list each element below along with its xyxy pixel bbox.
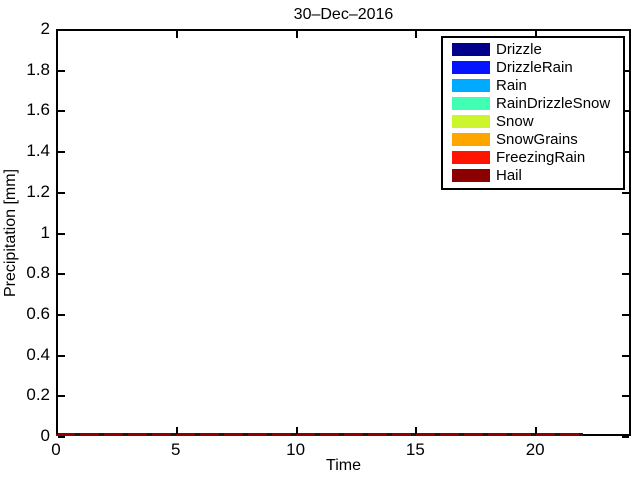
y-tick-mark — [622, 191, 629, 194]
y-tick-label: 1 — [40, 222, 50, 242]
x-tick-mark — [535, 31, 538, 38]
y-tick-mark — [622, 273, 629, 276]
legend-label: FreezingRain — [496, 148, 586, 166]
y-tick-mark — [58, 69, 65, 72]
y-tick-mark — [622, 436, 629, 438]
legend-color-swatch — [452, 79, 490, 93]
y-tick-mark — [622, 29, 629, 31]
x-tick-mark — [415, 31, 418, 38]
y-tick-label: 1.6 — [26, 100, 50, 120]
legend-color-swatch — [452, 61, 490, 75]
legend-label: DrizzleRain — [496, 59, 573, 77]
y-tick-mark — [622, 69, 629, 72]
y-tick-label: 0 — [40, 426, 50, 445]
x-tick-label: 0 — [51, 440, 61, 459]
y-tick-mark — [622, 313, 629, 316]
y-tick-mark — [622, 354, 629, 357]
zero-precipitation-line — [56, 433, 583, 436]
x-tick-mark — [295, 427, 298, 434]
legend-label: Rain — [496, 77, 527, 95]
legend-label: Drizzle — [496, 41, 542, 59]
legend-item: DrizzleRain — [452, 59, 619, 77]
legend-item: Rain — [452, 77, 619, 95]
y-tick-mark — [58, 395, 65, 398]
x-tick-mark — [175, 427, 178, 434]
y-tick-mark — [58, 151, 65, 154]
y-tick-label: 0.2 — [26, 385, 50, 405]
chart-title: 30–Dec–2016 — [293, 6, 394, 23]
x-tick-label: 20 — [525, 440, 545, 459]
x-tick-label: 5 — [171, 440, 181, 459]
y-tick-mark — [58, 191, 65, 194]
y-tick-mark — [58, 232, 65, 235]
y-tick-label: 1.8 — [26, 59, 50, 79]
legend-label: Hail — [496, 166, 522, 184]
legend-color-swatch — [452, 168, 490, 182]
y-tick-mark — [58, 29, 65, 31]
legend-item: FreezingRain — [452, 148, 619, 166]
legend-label: RainDrizzleSnow — [496, 95, 611, 113]
legend-label: Snow — [496, 112, 534, 130]
legend-item: Hail — [452, 166, 619, 184]
x-axis-label: Time — [326, 457, 361, 474]
y-tick-mark — [58, 110, 65, 113]
x-tick-label: 10 — [286, 440, 306, 459]
y-tick-mark — [622, 110, 629, 113]
y-tick-mark — [622, 395, 629, 398]
y-tick-mark — [58, 436, 65, 438]
legend-item: RainDrizzleSnow — [452, 95, 619, 113]
legend-color-swatch — [452, 43, 490, 57]
legend-color-swatch — [452, 132, 490, 146]
x-tick-label: 15 — [405, 440, 425, 459]
legend-label: SnowGrains — [496, 130, 578, 148]
y-tick-mark — [58, 313, 65, 316]
legend: Drizzle DrizzleRain Rain RainDrizzleSnow Sno… — [441, 36, 625, 190]
legend-color-swatch — [452, 97, 490, 111]
x-tick-mark — [295, 31, 298, 38]
y-tick-label: 1.4 — [26, 141, 50, 161]
legend-item: Snow — [452, 113, 619, 131]
x-tick-mark — [56, 427, 58, 434]
legend-color-swatch — [452, 150, 490, 164]
x-tick-mark — [415, 427, 418, 434]
x-tick-mark — [56, 31, 58, 38]
legend-item: SnowGrains — [452, 130, 619, 148]
y-tick-mark — [58, 273, 65, 276]
y-tick-label: 0.6 — [26, 303, 50, 323]
y-tick-label: 0.4 — [26, 344, 50, 364]
legend-item: Drizzle — [452, 41, 619, 59]
y-tick-label: 0.8 — [26, 263, 50, 283]
y-tick-mark — [622, 151, 629, 154]
y-tick-label: 1.2 — [26, 181, 50, 201]
y-tick-label: 2 — [40, 19, 50, 38]
y-tick-mark — [622, 232, 629, 235]
legend-color-swatch — [452, 114, 490, 128]
y-tick-mark — [58, 354, 65, 357]
x-tick-mark — [535, 427, 538, 434]
x-tick-mark — [175, 31, 178, 38]
